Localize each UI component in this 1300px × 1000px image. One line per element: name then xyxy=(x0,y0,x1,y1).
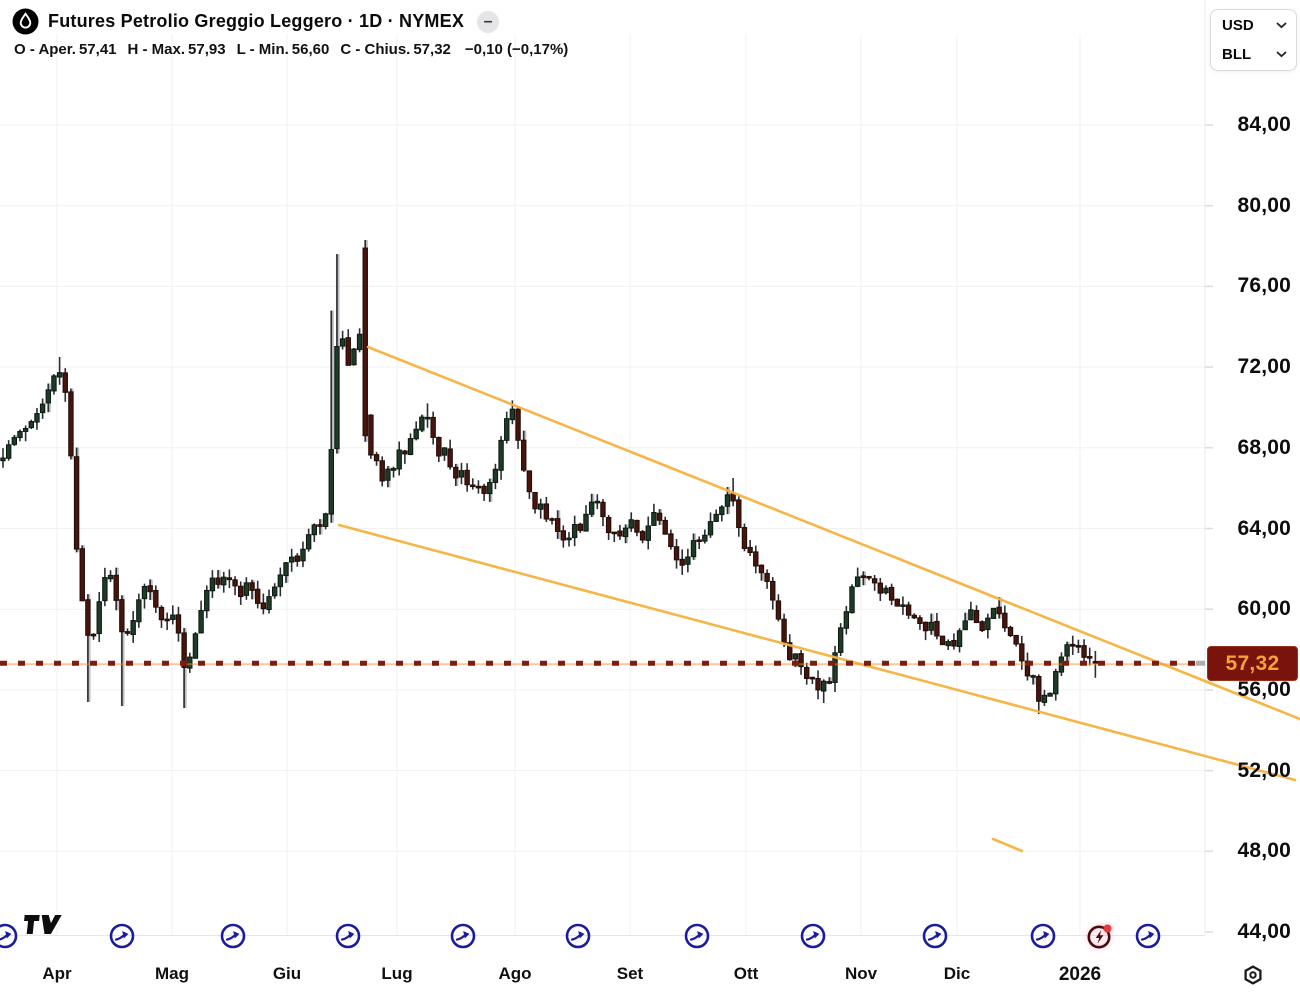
change-value: −0,10 (−0,17%) xyxy=(464,41,569,58)
time-axis-month-label: Lug xyxy=(381,964,413,983)
low-label: L - Min. xyxy=(236,41,289,58)
price-tick-label: 60,00 xyxy=(1237,597,1291,621)
currency-dropdown[interactable]: USD xyxy=(1211,11,1296,40)
symbol-header: Futures Petrolio Greggio Leggero · 1D · … xyxy=(12,8,500,35)
price-tick-label: 52,00 xyxy=(1237,758,1291,782)
time-scale-axis[interactable]: Apr Mag Giu Lug Ago Set Ott Nov Dic 2026 xyxy=(0,955,1300,1000)
unit-dropdown-value: BLL xyxy=(1222,46,1252,63)
open-label: O - Aper. xyxy=(14,41,76,58)
chevron-down-icon xyxy=(1276,51,1287,58)
price-tick-label: 48,00 xyxy=(1237,839,1291,863)
timezone-settings-gear-icon[interactable] xyxy=(1240,963,1266,989)
time-axis-month-label: Nov xyxy=(844,964,878,983)
time-axis-month-label: Ott xyxy=(733,964,759,983)
time-axis-month-label: Giu xyxy=(272,964,302,983)
idea-marker-icon[interactable] xyxy=(799,922,827,950)
price-scale-axis[interactable]: 84,00 80,00 76,00 72,00 68,00 64,00 60,00 56,00… xyxy=(1205,0,1300,950)
unit-currency-panel: USD BLL xyxy=(1210,9,1297,71)
idea-marker-icon[interactable] xyxy=(683,922,711,950)
idea-marker-icon[interactable] xyxy=(219,922,247,950)
timeline-markers-row xyxy=(0,920,1300,954)
high-label: H - Max. xyxy=(127,41,186,58)
price-tick-label: 44,00 xyxy=(1237,920,1291,943)
alert-lightning-icon[interactable] xyxy=(1086,922,1114,950)
last-price-label: 57,32 xyxy=(1207,646,1298,681)
idea-marker-icon[interactable] xyxy=(108,922,136,950)
idea-marker-icon[interactable] xyxy=(334,922,362,950)
low-value: 56,60 xyxy=(291,41,330,58)
time-axis-month-label: Apr xyxy=(42,964,72,983)
time-axis-month-label: Mag xyxy=(155,964,189,983)
symbol-title: Futures Petrolio Greggio Leggero · 1D · … xyxy=(48,11,465,31)
idea-marker-icon[interactable] xyxy=(1134,922,1162,950)
idea-marker-icon[interactable] xyxy=(921,922,949,950)
ohlc-row: O - Aper. 57,41 H - Max. 57,93 L - Min. 56,… xyxy=(14,41,568,58)
open-value: 57,41 xyxy=(78,41,117,58)
price-tick-label: 56,00 xyxy=(1237,677,1291,701)
price-tick-label: 64,00 xyxy=(1237,516,1291,540)
price-tick-label: 72,00 xyxy=(1237,355,1291,379)
time-axis-month-label: Set xyxy=(616,964,644,983)
unit-dropdown[interactable]: BLL xyxy=(1211,40,1296,69)
price-tick-label: 80,00 xyxy=(1237,193,1291,217)
chevron-down-icon xyxy=(1276,22,1287,29)
collapse-button[interactable]: – xyxy=(477,10,500,33)
tradingview-logo-icon[interactable] xyxy=(19,912,63,938)
time-axis-month-label: Ago xyxy=(498,964,532,983)
idea-marker-icon[interactable] xyxy=(564,922,592,950)
close-label: C - Chius. xyxy=(340,41,411,58)
price-tick-label: 68,00 xyxy=(1237,435,1291,459)
idea-marker-icon[interactable] xyxy=(0,922,19,950)
time-axis-month-label: Dic xyxy=(943,964,971,983)
high-value: 57,93 xyxy=(188,41,226,58)
price-tick-label: 76,00 xyxy=(1237,274,1291,298)
currency-dropdown-value: USD xyxy=(1222,17,1254,34)
price-tick-label: 84,00 xyxy=(1237,113,1291,136)
idea-marker-icon[interactable] xyxy=(1029,922,1057,950)
idea-marker-icon[interactable] xyxy=(449,922,477,950)
time-axis-year-label: 2026 xyxy=(1058,964,1102,985)
close-value: 57,32 xyxy=(413,41,451,58)
oil-drop-logo-icon xyxy=(12,8,39,35)
